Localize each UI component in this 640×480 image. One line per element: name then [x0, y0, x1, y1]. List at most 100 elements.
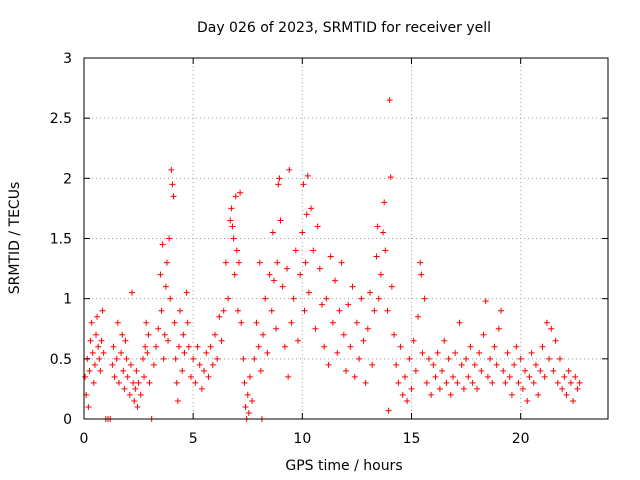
- data-point: [238, 319, 245, 326]
- data-point: [218, 337, 225, 344]
- data-point: [508, 391, 515, 398]
- data-point: [419, 349, 426, 356]
- data-point: [321, 343, 328, 350]
- data-point: [172, 355, 179, 362]
- data-point: [380, 229, 387, 236]
- data-point: [465, 373, 472, 380]
- y-tick-label: 0: [63, 412, 72, 428]
- data-point: [115, 379, 122, 386]
- data-point: [85, 403, 92, 410]
- data-point: [305, 289, 312, 296]
- data-point: [397, 343, 404, 350]
- data-point: [232, 193, 239, 200]
- data-point: [543, 319, 550, 326]
- data-point: [548, 325, 555, 332]
- data-point: [120, 367, 127, 374]
- data-point: [270, 277, 277, 284]
- y-tick-label: 1.5: [50, 232, 72, 248]
- data-point: [561, 373, 568, 380]
- data-point: [161, 331, 168, 338]
- data-point: [227, 217, 234, 224]
- data-point: [276, 175, 283, 182]
- data-point: [230, 235, 237, 242]
- data-point: [273, 325, 280, 332]
- data-point: [401, 373, 408, 380]
- data-point: [131, 397, 138, 404]
- data-point: [491, 343, 498, 350]
- data-point: [329, 319, 336, 326]
- data-point: [340, 331, 347, 338]
- data-point: [123, 355, 130, 362]
- data-point: [87, 337, 94, 344]
- data-point: [458, 361, 465, 368]
- x-tick-label: 20: [512, 431, 530, 447]
- data-point: [216, 313, 223, 320]
- data-point: [111, 373, 118, 380]
- data-point: [292, 247, 299, 254]
- data-point: [134, 403, 141, 410]
- data-point: [194, 343, 201, 350]
- data-point: [205, 373, 212, 380]
- data-point: [286, 166, 293, 173]
- data-point: [480, 331, 487, 338]
- data-point: [526, 373, 533, 380]
- data-point: [253, 319, 260, 326]
- data-point: [478, 367, 485, 374]
- data-point: [369, 361, 376, 368]
- data-point: [162, 283, 169, 290]
- data-point: [129, 289, 136, 296]
- data-point: [173, 379, 180, 386]
- data-point: [574, 385, 581, 392]
- data-point: [570, 397, 577, 404]
- data-point: [343, 367, 349, 374]
- data-point: [304, 172, 311, 179]
- data-points: [82, 97, 583, 422]
- data-point: [88, 319, 95, 326]
- data-point: [539, 343, 546, 350]
- data-point: [181, 349, 188, 356]
- data-point: [242, 403, 249, 410]
- data-point: [231, 271, 238, 278]
- data-point: [487, 355, 494, 362]
- data-point: [500, 367, 507, 374]
- data-point: [412, 367, 419, 374]
- data-point: [234, 307, 241, 314]
- data-point: [567, 379, 574, 386]
- data-point: [552, 337, 559, 344]
- data-point: [190, 355, 197, 362]
- data-point: [290, 295, 297, 302]
- data-point: [406, 355, 413, 362]
- data-point: [133, 367, 140, 374]
- data-point: [434, 349, 441, 356]
- data-point: [100, 349, 107, 356]
- data-point: [504, 349, 511, 356]
- data-point: [415, 313, 422, 320]
- data-point: [225, 295, 232, 302]
- data-point: [554, 379, 561, 386]
- data-point: [118, 349, 125, 356]
- data-point: [170, 193, 177, 200]
- data-point: [98, 337, 105, 344]
- data-point: [95, 343, 102, 350]
- data-point: [177, 307, 184, 314]
- data-point: [502, 379, 509, 386]
- data-point: [86, 367, 93, 374]
- data-point: [537, 367, 544, 374]
- data-point: [237, 189, 244, 196]
- data-point: [428, 391, 435, 398]
- data-point: [563, 391, 570, 398]
- data-point: [469, 379, 476, 386]
- data-point: [456, 319, 463, 326]
- grid-lines: [84, 58, 608, 419]
- data-point: [179, 367, 186, 374]
- data-point: [375, 295, 382, 302]
- data-point: [145, 331, 152, 338]
- data-point: [336, 307, 343, 314]
- x-tick-label: 0: [80, 431, 89, 447]
- data-point: [110, 343, 117, 350]
- data-point: [187, 373, 194, 380]
- x-tick-label: 15: [403, 431, 421, 447]
- y-tick-label: 2: [63, 171, 72, 187]
- x-axis-ticks: 0 5 10 15 20: [80, 58, 530, 447]
